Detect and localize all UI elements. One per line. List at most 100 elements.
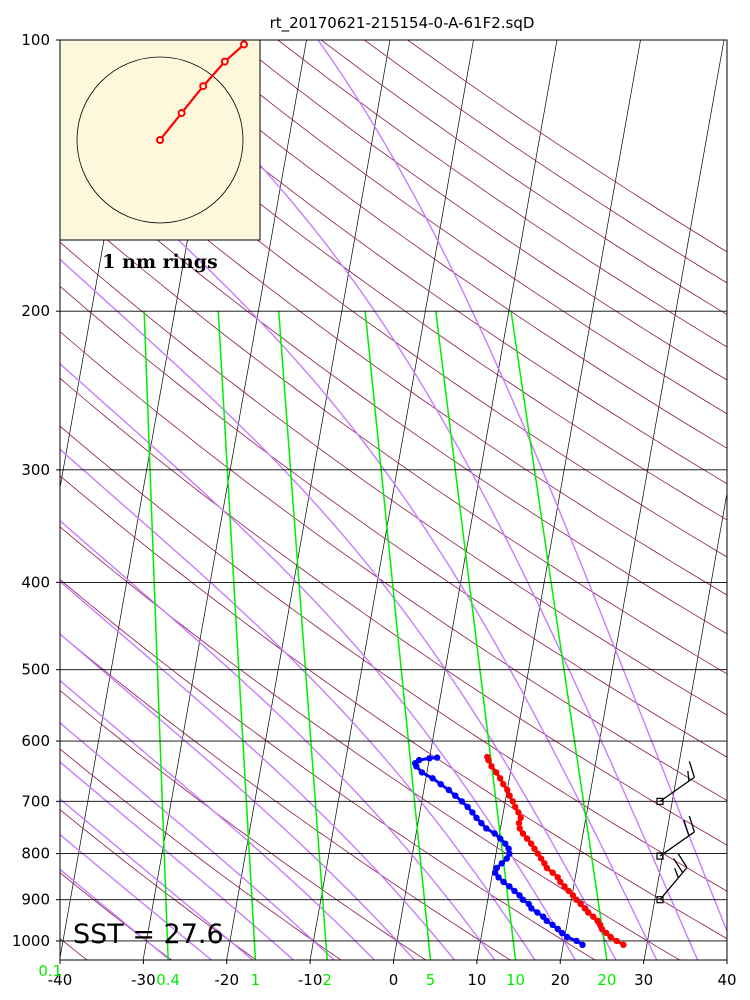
moist-adiabat-line (60, 761, 294, 960)
mixing-ratio-label: 0.1 (38, 962, 62, 980)
temperature-point (500, 781, 507, 788)
temperature-point (603, 929, 610, 937)
chart-title: rt_20170621-215154-0-A-61F2.sqD (270, 14, 535, 33)
dewpoint-point (418, 769, 426, 776)
mixing-ratio-line (510, 311, 608, 960)
dry-adiabat-line (60, 331, 727, 802)
moist-adiabat-line (317, 40, 727, 933)
moist-adiabat-line (60, 798, 254, 960)
temperature-tick-label: -10 (298, 971, 323, 989)
temperature-point (493, 769, 500, 776)
temperature-point (512, 803, 519, 811)
dewpoint-point (516, 892, 523, 899)
dewpoint-point (549, 921, 556, 929)
dewpoint-point (519, 896, 527, 903)
hodograph-label: 1 nm rings (102, 251, 217, 273)
temperature-point (516, 825, 523, 832)
temperature-axis-labels: -40 -30 -20 -10 0 10 20 30 40 (48, 960, 737, 989)
dewpoint-point (433, 754, 441, 761)
dry-adiabat-line (60, 690, 426, 960)
temperature-point (534, 850, 541, 857)
dry-adiabat-line (191, 40, 727, 415)
dry-adiabat-line (60, 475, 727, 940)
mixing-ratio-label: 0.4 (156, 971, 180, 989)
temperature-point (561, 883, 568, 890)
temperature-tick-label: 30 (634, 971, 653, 989)
dewpoint-point (491, 830, 498, 837)
pressure-tick-label: 100 (21, 31, 50, 49)
dry-adiabat-line (60, 285, 727, 758)
hodograph-ring (76, 56, 244, 224)
dewpoint-point (506, 883, 513, 890)
moist-adiabat-line (60, 580, 456, 960)
temperature-point (517, 814, 524, 821)
hodograph-point (177, 109, 186, 118)
sounding-profiles (412, 753, 627, 948)
temperature-point (573, 896, 580, 903)
dewpoint-point (483, 825, 490, 832)
dewpoint-point (554, 925, 561, 933)
dry-adiabat-line (60, 633, 511, 960)
dry-adiabat-line (60, 157, 727, 635)
temperature-point (497, 775, 504, 782)
temperature-point (581, 905, 588, 912)
dry-adiabat-line (148, 40, 727, 449)
temperature-point (541, 860, 548, 867)
temperature-point (537, 855, 545, 862)
pressure-tick-label: 700 (21, 792, 50, 810)
temperature-point (565, 887, 572, 895)
temperature-point (607, 933, 614, 941)
isotherm-line (643, 491, 727, 960)
temperature-point (528, 840, 535, 847)
temperature-point (519, 830, 527, 837)
temperature-point (549, 869, 556, 876)
dry-adiabat-line (60, 377, 727, 846)
pressure-tick-label: 200 (21, 302, 50, 320)
mixing-ratio-label: 2 (322, 971, 332, 989)
dry-adiabat-line (60, 872, 172, 960)
hodograph-point (240, 40, 248, 49)
moist-adiabat-line (60, 258, 617, 960)
mixing-ratio-label: 20 (597, 971, 616, 989)
mixing-ratio-line (143, 311, 169, 960)
dewpoint-point (437, 781, 444, 788)
moist-adiabat-line (60, 128, 658, 960)
temperature-tick-label: -30 (131, 971, 156, 989)
temperature-point (504, 786, 511, 794)
dewpoint-point (452, 792, 459, 799)
dewpoint-point (478, 819, 485, 827)
dewpoint-point (505, 845, 512, 852)
dewpoint-point (502, 840, 509, 847)
wind-barbs (656, 761, 696, 904)
mixing-ratio-label: 1 (251, 971, 261, 989)
mixing-ratio-line (217, 311, 257, 960)
temperature-point (613, 937, 620, 945)
mixing-ratio-line (364, 311, 432, 960)
mixing-ratio-labels: 0.1 0.4 1 2 5 10 20 (38, 962, 616, 989)
temperature-tick-label: 10 (467, 971, 486, 989)
temperature-point (577, 900, 584, 908)
moist-adiabat-line (60, 679, 375, 960)
mixing-ratio-label: 5 (426, 971, 436, 989)
dry-adiabat-line (60, 76, 727, 558)
dewpoint-point (426, 755, 433, 762)
dry-adiabat-line (104, 40, 727, 485)
dewpoint-point (495, 874, 502, 881)
dewpoint-point (464, 803, 471, 811)
temperature-tick-label: 0 (389, 971, 399, 989)
isotherm-line (226, 40, 391, 960)
dewpoint-point (415, 756, 423, 764)
dewpoint-point (429, 775, 436, 782)
hodograph-point (220, 57, 229, 66)
isotherm-line (476, 40, 641, 960)
mixing-ratio-line (277, 311, 328, 960)
dewpoint-point (573, 937, 580, 945)
wind-barb (656, 853, 688, 904)
dewpoint-point (445, 786, 452, 794)
wind-barb (656, 761, 696, 805)
dewpoint-point (540, 913, 547, 920)
dewpoint-point (503, 855, 510, 862)
dry-adiabat-line (60, 198, 727, 675)
hodograph-point (156, 136, 164, 144)
